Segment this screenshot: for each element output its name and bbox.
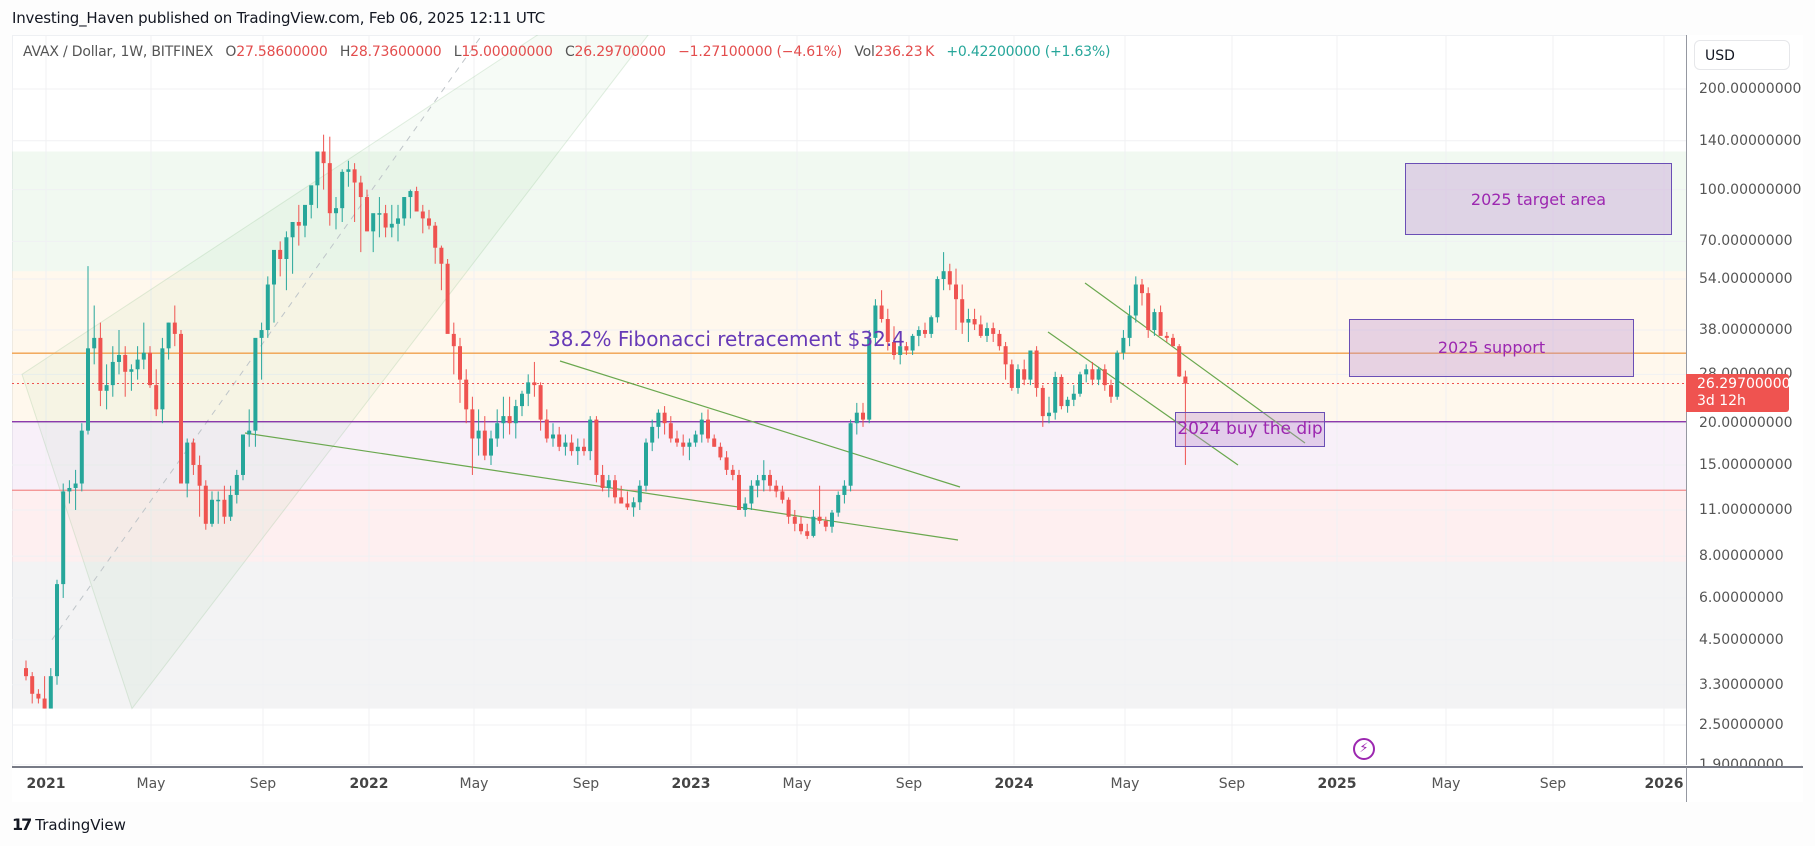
time-tick-label: May: [1110, 776, 1140, 792]
price-tick-label: 11.00000000: [1699, 501, 1793, 518]
price-plot-area[interactable]: [12, 35, 1686, 765]
time-tick-label: May: [782, 776, 812, 792]
time-tick-label: Sep: [572, 776, 600, 792]
time-axis[interactable]: 2021 May Sep 2022 May Sep 2023 May Sep 2024 May Sep…: [12, 766, 1686, 802]
axis-corner: [1686, 766, 1803, 802]
support-zone-label: 2025 support: [1437, 338, 1546, 358]
tradingview-logo[interactable]: 17 TradingView: [12, 815, 126, 834]
symbol-label[interactable]: AVAX / Dollar, 1W, BITFINEX: [23, 44, 214, 60]
low-label: L: [453, 44, 462, 60]
fib-retracement-label[interactable]: 38.2% Fibonacci retracement $32.4: [548, 327, 905, 351]
volume-value: 236.23 K: [874, 44, 935, 60]
price-tick-label: 20.00000000: [1699, 415, 1793, 432]
time-tick-label: 2025: [1317, 776, 1357, 792]
time-tick-label: May: [1431, 776, 1461, 792]
price-tick-label: 100.00000000: [1699, 181, 1802, 198]
time-tick-label: 2023: [671, 776, 711, 792]
buy-the-dip-label: 2024 buy the dip: [1177, 419, 1323, 440]
volume-change-value: +0.42200000 (+1.63%): [946, 44, 1111, 60]
support-zone[interactable]: 2025 support: [1349, 319, 1634, 377]
price-tick-label: 54.00000000: [1699, 271, 1793, 288]
price-tick-label: 8.00000000: [1699, 548, 1784, 565]
price-tick-label: 4.50000000: [1699, 631, 1784, 648]
open-value: 27.58600000: [236, 44, 328, 60]
ohlc-legend: AVAX / Dollar, 1W, BITFINEX O27.58600000…: [23, 44, 1110, 60]
currency-button[interactable]: USD: [1694, 40, 1790, 70]
price-tick-label: 200.00000000: [1699, 81, 1802, 97]
high-label: H: [339, 44, 351, 60]
volume-label: Vol: [854, 44, 875, 60]
change-value: −1.27100000 (−4.61%): [678, 44, 843, 60]
time-tick-label: Sep: [895, 776, 923, 792]
time-tick-label: May: [459, 776, 489, 792]
time-tick-label: 2024: [994, 776, 1034, 792]
published-line: Investing_Haven published on TradingView…: [12, 9, 546, 27]
time-tick-label: 2026: [1644, 776, 1684, 792]
candlestick-chart: [12, 35, 1686, 765]
last-price-value: 26.29700000: [1697, 376, 1791, 392]
price-tick-label: 38.00000000: [1699, 322, 1793, 339]
close-label: C: [564, 44, 575, 60]
time-tick-label: 2021: [26, 776, 66, 792]
price-tick-label: 140.00000000: [1699, 132, 1802, 149]
price-tick-label: 70.00000000: [1699, 233, 1793, 250]
last-price-label: 26.29700000 3d 12h: [1686, 374, 1791, 412]
buy-the-dip-zone[interactable]: 2024 buy the dip: [1175, 412, 1325, 447]
lightning-event-icon[interactable]: ⚡: [1353, 738, 1375, 760]
high-value: 28.73600000: [350, 44, 442, 60]
price-tick-label: 6.00000000: [1699, 589, 1784, 606]
price-tick-label: 15.00000000: [1699, 456, 1793, 473]
low-value: 15.00000000: [461, 44, 553, 60]
time-tick-label: Sep: [1539, 776, 1567, 792]
target-area-label: 2025 target area: [1470, 189, 1607, 209]
time-tick-label: May: [136, 776, 166, 792]
bar-countdown: 3d 12h: [1697, 393, 1746, 409]
open-label: O: [225, 44, 237, 60]
tradingview-logo-icon: 17: [12, 815, 32, 834]
chart-frame: [12, 35, 1802, 800]
price-tick-label: 2.50000000: [1699, 717, 1784, 733]
tradingview-brand: TradingView: [35, 815, 126, 834]
target-area-zone[interactable]: 2025 target area: [1405, 163, 1672, 236]
time-tick-label: Sep: [1218, 776, 1246, 792]
price-tick-label: 3.30000000: [1699, 676, 1784, 693]
close-value: 26.29700000: [574, 44, 667, 60]
time-tick-label: Sep: [249, 776, 277, 792]
time-tick-label: 2022: [349, 776, 389, 792]
